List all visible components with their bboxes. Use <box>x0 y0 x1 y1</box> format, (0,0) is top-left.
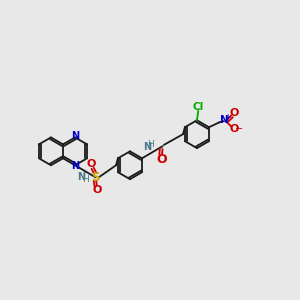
Text: N: N <box>71 161 79 171</box>
Text: H: H <box>148 140 154 149</box>
Text: N: N <box>220 115 229 125</box>
Text: O: O <box>92 185 102 195</box>
Text: O: O <box>87 160 96 170</box>
Text: H: H <box>82 176 89 184</box>
Text: −: − <box>235 124 243 134</box>
Text: O: O <box>157 153 167 166</box>
Text: O: O <box>230 124 239 134</box>
Text: N: N <box>77 172 86 182</box>
Text: +: + <box>224 113 231 122</box>
Text: S: S <box>91 171 100 184</box>
Text: N: N <box>143 142 152 152</box>
Text: Cl: Cl <box>193 102 204 112</box>
Text: N: N <box>71 131 79 141</box>
Text: O: O <box>230 107 239 118</box>
